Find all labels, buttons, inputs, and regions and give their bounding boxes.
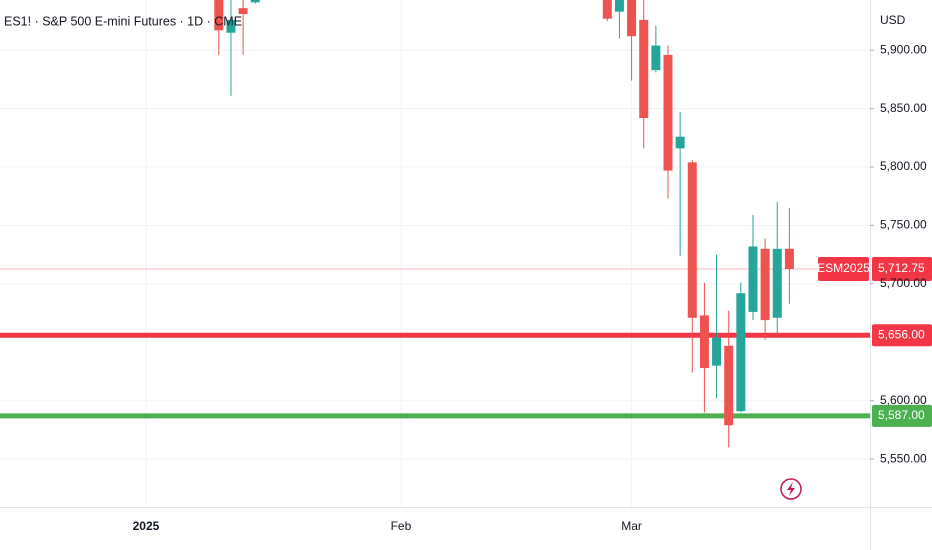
candle-body [736, 293, 746, 412]
candle-body [712, 337, 722, 366]
currency-label: USD [880, 13, 906, 27]
y-tick-label: 5,550.00 [880, 451, 927, 465]
x-tick-label: 2025 [133, 519, 160, 533]
candle-body [614, 0, 624, 12]
lightning-icon[interactable] [780, 478, 802, 500]
y-tick-label: 5,600.00 [880, 393, 927, 407]
candle-body [663, 54, 673, 171]
candle-body [250, 0, 260, 3]
y-tick-label: 5,750.00 [880, 218, 927, 232]
x-tick-label: Feb [391, 519, 412, 533]
last-price-label: 5,712.75 [878, 261, 925, 275]
overlay: ESM2025 5,712.75 5,656.00 5,587.00 [817, 256, 932, 427]
candle-body [784, 248, 794, 269]
y-tick-label: 5,900.00 [880, 42, 927, 56]
candle-body [772, 248, 782, 318]
candle-body [226, 19, 236, 33]
last-price-box [872, 256, 932, 281]
chart-title: ES1! · S&P 500 E-mini Futures · 1D · CME [4, 14, 242, 28]
x-tick-label: Mar [621, 519, 642, 533]
y-tick-label: 5,700.00 [880, 276, 927, 290]
candle-body [687, 162, 697, 318]
candle-body [651, 45, 661, 71]
candle-body [602, 0, 612, 19]
level-label: 5,587.00 [878, 408, 925, 422]
candle-body [699, 315, 709, 368]
plot-area [0, 0, 870, 507]
candle-body [238, 8, 248, 15]
last-price-name: ESM2025 [817, 261, 870, 275]
level-label: 5,656.00 [878, 327, 925, 341]
candle-body [760, 248, 770, 321]
y-tick-label: 5,850.00 [880, 101, 927, 115]
candle-body [724, 345, 734, 426]
candle-body [627, 0, 637, 37]
level-box [872, 324, 932, 347]
candle-body [748, 246, 758, 312]
candle-body [675, 136, 685, 149]
y-tick-label: 5,800.00 [880, 159, 927, 173]
candle-body [214, 0, 224, 31]
last-price-name-box [818, 256, 869, 281]
candle-body [639, 19, 649, 118]
level-box [872, 404, 932, 427]
